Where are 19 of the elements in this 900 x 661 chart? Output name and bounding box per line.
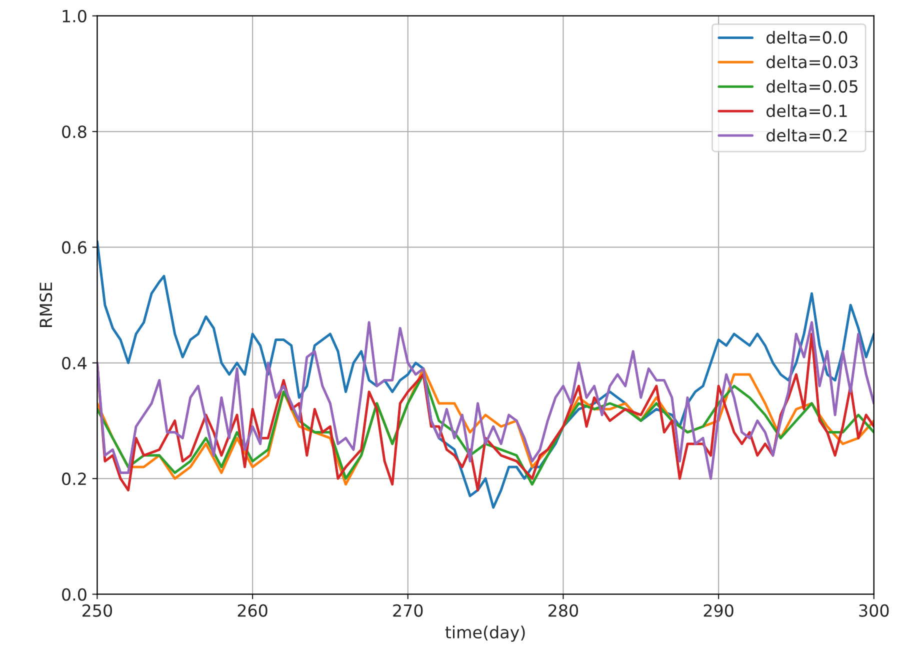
legend-label: delta=0.2 <box>766 128 847 142</box>
y-axis-title: RMSE <box>40 282 52 327</box>
x-tick-label: 300 <box>859 604 889 617</box>
legend-label: delta=0.1 <box>766 104 847 118</box>
x-tick-label: 290 <box>704 604 734 617</box>
x-tick-label: 250 <box>82 604 112 617</box>
y-tick-label: 0.6 <box>62 241 86 254</box>
legend-label: delta=0.05 <box>766 80 858 93</box>
x-tick-label: 280 <box>548 604 578 617</box>
legend-label: delta=0.03 <box>766 55 858 68</box>
y-tick-label: 0.0 <box>62 588 86 601</box>
y-tick-label: 0.4 <box>62 356 87 370</box>
x-axis-title: time(day) <box>445 626 525 642</box>
y-tick-label: 0.8 <box>62 126 86 138</box>
y-tick-label: 1.0 <box>62 10 86 22</box>
x-tick-label: 260 <box>238 604 268 617</box>
y-tick-label: 0.2 <box>62 472 86 486</box>
x-tick-label: 270 <box>393 604 423 617</box>
legend-label: delta=0.0 <box>766 30 848 44</box>
